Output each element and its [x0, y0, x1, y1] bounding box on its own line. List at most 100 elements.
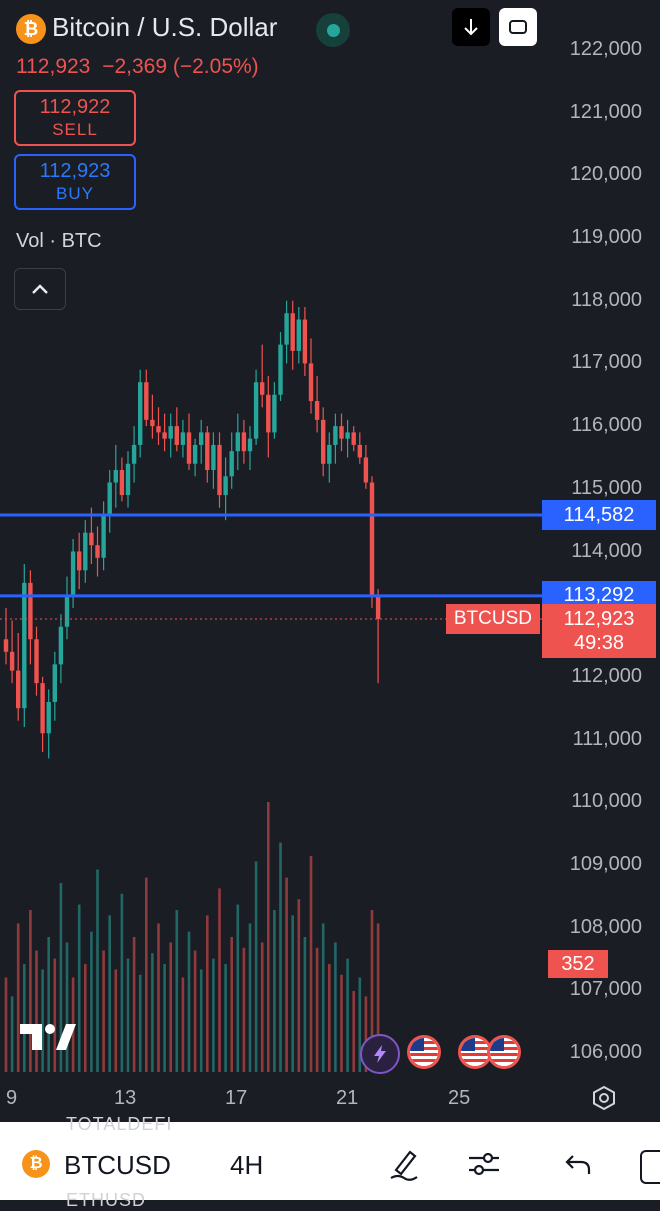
candle-body: [119, 470, 125, 496]
volume-bar: [340, 974, 343, 1072]
volume-bar: [303, 937, 307, 1072]
candle-body: [58, 626, 64, 665]
y-tick: 107,000: [569, 978, 642, 1001]
candle-body: [16, 670, 21, 709]
candle-body: [52, 664, 57, 702]
volume-bar: [163, 964, 166, 1072]
candle-body: [321, 419, 326, 464]
sell-label: SELL: [52, 120, 98, 139]
market-status-icon[interactable]: [316, 13, 350, 47]
ghost-symbol-bottom: ETHUSD: [66, 1190, 147, 1210]
candle-body: [296, 319, 301, 351]
sliders-icon[interactable]: [464, 1142, 504, 1186]
volume-bar: [346, 958, 349, 1072]
bottom-toolbar: [0, 1122, 660, 1200]
volume-indicator-label[interactable]: Vol · BTC: [16, 230, 102, 252]
chevron-up-icon[interactable]: [14, 268, 66, 310]
candle-body: [266, 394, 271, 433]
volume-bar: [96, 869, 99, 1072]
volume-bar: [59, 883, 63, 1072]
candle-body: [369, 482, 375, 596]
volume-bar: [328, 964, 331, 1072]
fullscreen-icon[interactable]: [499, 8, 537, 46]
candle-body: [34, 639, 39, 684]
volume-bar: [65, 942, 69, 1072]
candle-body: [290, 313, 295, 351]
volume-bar: [175, 910, 179, 1072]
volume-bar: [4, 977, 8, 1072]
y-tick: 111,000: [572, 727, 642, 750]
price-chart[interactable]: [0, 0, 660, 1122]
volume-bars: [4, 802, 380, 1072]
candle-body: [168, 426, 173, 439]
symbol-title[interactable]: Bitcoin / U.S. Dollar: [52, 12, 278, 42]
volume-bar: [254, 861, 258, 1072]
undo-icon[interactable]: [558, 1142, 598, 1186]
candle-body: [40, 683, 45, 734]
x-tick: 17: [225, 1087, 248, 1109]
x-tick: 13: [114, 1087, 137, 1109]
pen-icon[interactable]: [384, 1142, 424, 1186]
volume-bar: [193, 950, 197, 1072]
symbol-selector[interactable]: BTCUSD: [64, 1150, 171, 1180]
candle-body: [180, 432, 186, 445]
price-change-pct: (−2.05%): [172, 55, 259, 78]
candle-body: [253, 382, 259, 439]
candle-body: [351, 432, 356, 445]
y-tick: 119,000: [571, 226, 642, 249]
candle-body: [46, 701, 51, 734]
x-tick: 21: [336, 1087, 359, 1109]
y-tick: 117,000: [571, 351, 642, 374]
volume-bar: [358, 977, 362, 1072]
bitcoin-coin-icon: ₿: [16, 14, 46, 44]
volume-value-tag: 352: [548, 950, 608, 978]
price-change: −2,369: [102, 55, 168, 78]
volume-bar: [279, 842, 282, 1072]
ghost-symbol-top: TOTALDEFI: [66, 1114, 173, 1134]
candle-body: [284, 313, 289, 345]
candle-body: [363, 457, 369, 483]
current-price-tag: 112,923 49:38: [542, 604, 656, 658]
volume-bar: [138, 974, 142, 1072]
arrow-down-icon[interactable]: [452, 8, 490, 46]
volume-bar: [285, 877, 288, 1072]
candle-body: [131, 444, 137, 464]
y-tick: 109,000: [569, 852, 642, 875]
candle-body: [107, 482, 112, 514]
candle-body: [22, 582, 27, 709]
volume-bar: [102, 950, 105, 1072]
candle-body: [272, 394, 277, 433]
candle-body: [83, 532, 88, 571]
candle-body: [28, 582, 33, 640]
interval-selector[interactable]: 4H: [230, 1150, 264, 1180]
y-tick: 120,000: [569, 163, 642, 186]
y-tick: 112,000: [571, 664, 642, 687]
volume-bar: [273, 910, 276, 1072]
current-price-value: 112,923: [563, 608, 635, 630]
candle-body: [333, 426, 338, 445]
candle-body: [278, 344, 283, 395]
candle-body: [125, 463, 131, 496]
volume-bar: [10, 996, 14, 1072]
volume-bar: [84, 964, 87, 1072]
candlesticks: [3, 300, 381, 759]
hexagon-settings-icon[interactable]: [590, 1084, 618, 1117]
y-tick: 106,000: [569, 1041, 642, 1063]
us-flag-event-icon[interactable]: [458, 1035, 492, 1069]
volume-bar: [90, 931, 93, 1072]
lightning-event-icon[interactable]: [360, 1034, 400, 1074]
more-panel-icon[interactable]: [640, 1150, 660, 1184]
candle-body: [217, 444, 222, 496]
us-flag-event-icon[interactable]: [407, 1035, 441, 1069]
symbol-price-tag: BTCUSD: [445, 604, 540, 634]
volume-bar: [35, 950, 38, 1072]
us-flag-event-icon[interactable]: [487, 1035, 521, 1069]
volume-bar: [53, 958, 57, 1072]
y-tick: 114,000: [571, 539, 642, 562]
candle-body: [314, 401, 320, 420]
volume-bar: [370, 910, 374, 1072]
volume-bar: [126, 958, 130, 1072]
buy-button[interactable]: 112,923 BUY: [14, 154, 136, 210]
sell-button[interactable]: 112,922 SELL: [14, 90, 136, 146]
candle-body: [327, 444, 332, 464]
